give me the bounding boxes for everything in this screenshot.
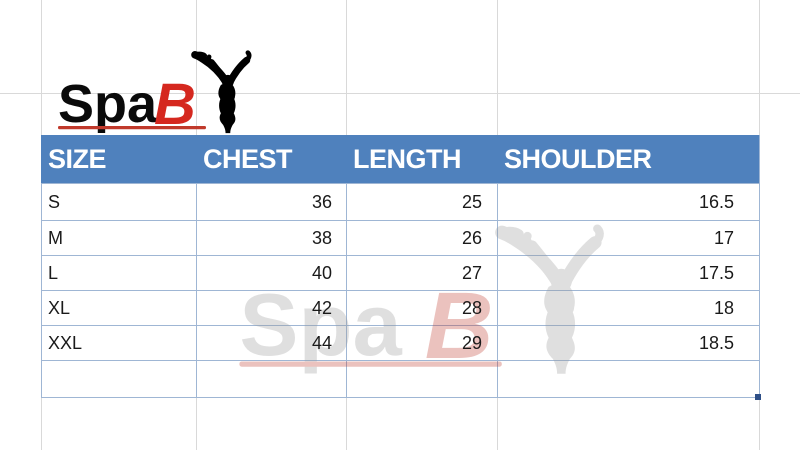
svg-text:B: B <box>154 72 196 137</box>
svg-text:Spa: Spa <box>58 74 158 134</box>
